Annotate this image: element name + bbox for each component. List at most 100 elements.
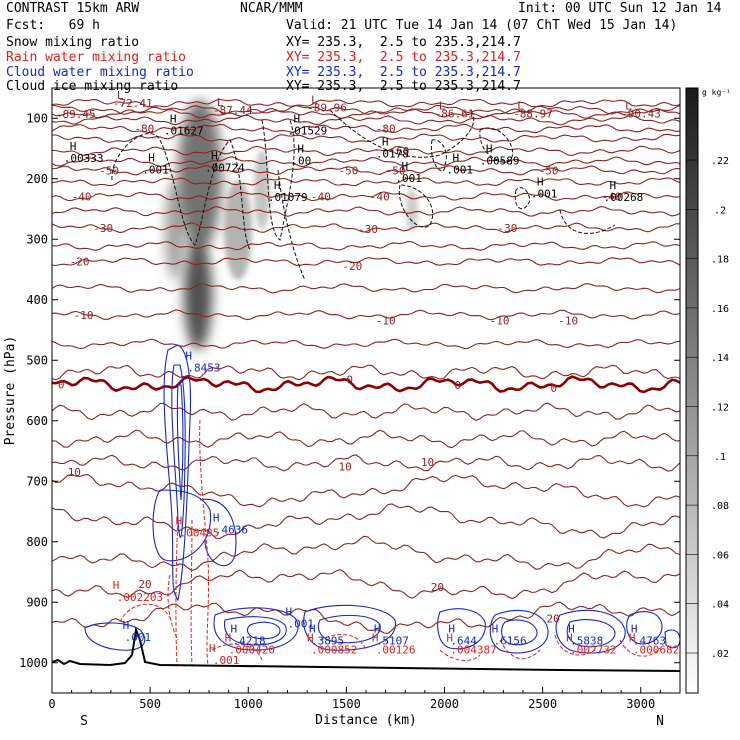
rain-contour xyxy=(554,634,596,656)
cloud-water-max-label: .4218 xyxy=(233,634,266,647)
snow-max-label: .001 xyxy=(531,187,558,200)
snow-max-marker: H xyxy=(294,112,301,125)
isotherm-line xyxy=(52,503,680,539)
rain-max-marker: H xyxy=(629,631,636,644)
low-marker: L xyxy=(311,93,318,106)
isotherm-label: -20 xyxy=(342,260,362,273)
snow-shade-blob xyxy=(406,188,418,232)
snow-contour xyxy=(479,127,514,162)
rain-max-label: .000682 xyxy=(633,643,679,656)
rain-contour xyxy=(199,419,209,666)
rain-max-marker: H xyxy=(372,631,379,644)
cloud-water-contour xyxy=(555,609,626,654)
field-cloud-water-label: Cloud water mixing ratio xyxy=(6,65,194,80)
x-tick-label: 3000 xyxy=(626,697,655,711)
isotherm-label: -50 xyxy=(99,164,119,177)
low-marker: L xyxy=(217,96,224,109)
cloud-water-max-marker: H xyxy=(231,622,238,635)
isotherm-label: -10 xyxy=(558,314,578,327)
isotherm-label: -80 xyxy=(134,123,154,136)
rain-max-marker: H xyxy=(113,579,120,592)
cloud-water-contour xyxy=(566,619,616,648)
snow-max-marker: H xyxy=(382,135,389,148)
isotherm-line xyxy=(52,283,680,294)
cloud-water-contour xyxy=(171,364,186,538)
rain-contour xyxy=(119,603,171,623)
snow-max-marker: H xyxy=(70,140,77,153)
rain-max-label: .001 xyxy=(213,654,240,667)
y-tick-label: 100 xyxy=(26,111,48,125)
x-tick-label: 0 xyxy=(48,697,55,711)
cloud-water-contour xyxy=(437,608,486,650)
cloud-water-max-marker: H xyxy=(568,622,575,635)
low-marker: L xyxy=(625,99,632,112)
isotherm-line xyxy=(52,568,680,600)
isotherm-line xyxy=(52,114,680,126)
cloud-water-contour xyxy=(501,619,538,646)
rain-contour xyxy=(167,574,179,641)
rain-max-label: .004387 xyxy=(450,643,496,656)
snow-contour xyxy=(398,184,434,228)
isotherm-label: -86.61 xyxy=(435,107,475,120)
isotherm-line xyxy=(52,338,680,350)
isotherm-line xyxy=(52,309,680,321)
isotherm-line xyxy=(52,535,680,571)
x-axis-right-end: N xyxy=(656,714,664,729)
colorbar-tick-label: .12 xyxy=(711,403,729,414)
x-tick-label: 1500 xyxy=(332,697,361,711)
isotherm-line xyxy=(52,429,680,449)
snow-max-label: .00268 xyxy=(603,191,643,204)
isotherm-label: 0 xyxy=(454,379,461,392)
x-tick-label: 1000 xyxy=(234,697,263,711)
colorbar-tick-label: .1 xyxy=(714,452,726,463)
isotherm-line xyxy=(52,375,680,394)
rain-contour xyxy=(190,519,193,666)
isotherm-line xyxy=(52,241,680,251)
snow-max-marker: H xyxy=(170,112,177,125)
field-snow-xy: XY= 235.3, 2.5 to 235.3,214.7 xyxy=(286,35,521,50)
model-title: CONTRAST 15km ARW xyxy=(6,1,140,16)
field-snow-label: Snow mixing ratio xyxy=(6,35,140,50)
snow-max-marker: H xyxy=(274,179,281,192)
isotherm-line xyxy=(52,133,680,143)
snow-max-label: .0178 xyxy=(376,147,409,160)
cloud-water-contour xyxy=(626,611,663,645)
snow-max-label: .001 xyxy=(446,164,473,177)
colorbar-tick-label: .04 xyxy=(711,600,729,611)
isotherm-label: -50 xyxy=(386,164,406,177)
cloud-water-contour xyxy=(224,616,287,646)
y-axis-title: Pressure (hPa) xyxy=(3,336,18,446)
isotherm-label: 20 xyxy=(547,613,560,626)
y-tick-label: 400 xyxy=(26,293,48,307)
rain-max-marker: H xyxy=(209,642,216,655)
colorbar-scale xyxy=(685,87,699,694)
snow-shade-blob xyxy=(184,240,212,350)
snow-max-label: .01529 xyxy=(288,124,328,137)
isotherm-label: -40 xyxy=(72,190,92,203)
isotherm-label: -30 xyxy=(497,222,517,235)
snow-contour xyxy=(329,109,475,158)
cloud-water-contour xyxy=(213,607,299,651)
isotherm-line xyxy=(52,177,680,187)
snow-shade-blob xyxy=(224,180,252,280)
isotherm-label: -30 xyxy=(358,223,378,236)
init-time: Init: 00 UTC Sun 12 Jan 14 xyxy=(518,1,722,16)
forecast-hour: Fcst: 69 h xyxy=(6,18,100,33)
snow-contour xyxy=(277,169,306,281)
isotherm-line xyxy=(52,402,680,422)
cloud-water-max-label: .644 xyxy=(450,634,477,647)
isotherm-label: 0 xyxy=(58,378,65,391)
contour-labels: L-72.41 L-87.44L-89.96 L-86.61L-88.97L-90.… xyxy=(56,89,679,667)
x-tick-label: 2500 xyxy=(528,697,557,711)
terrain xyxy=(52,626,680,672)
isotherm-line xyxy=(52,156,680,168)
snow-max-marker: H xyxy=(401,160,408,173)
cloud-water-max-label: .5838 xyxy=(570,634,603,647)
rain-max-label: .00495 xyxy=(180,527,220,540)
valid-time: Valid: 21 UTC Tue 14 Jan 14 (07 ChT Wed … xyxy=(286,18,678,33)
snow-contour xyxy=(261,119,295,241)
cloud-water-max-label: .3895 xyxy=(311,634,344,647)
rain-max-label: .00126 xyxy=(376,643,416,656)
x-axis-title: Distance (km) xyxy=(315,713,417,728)
